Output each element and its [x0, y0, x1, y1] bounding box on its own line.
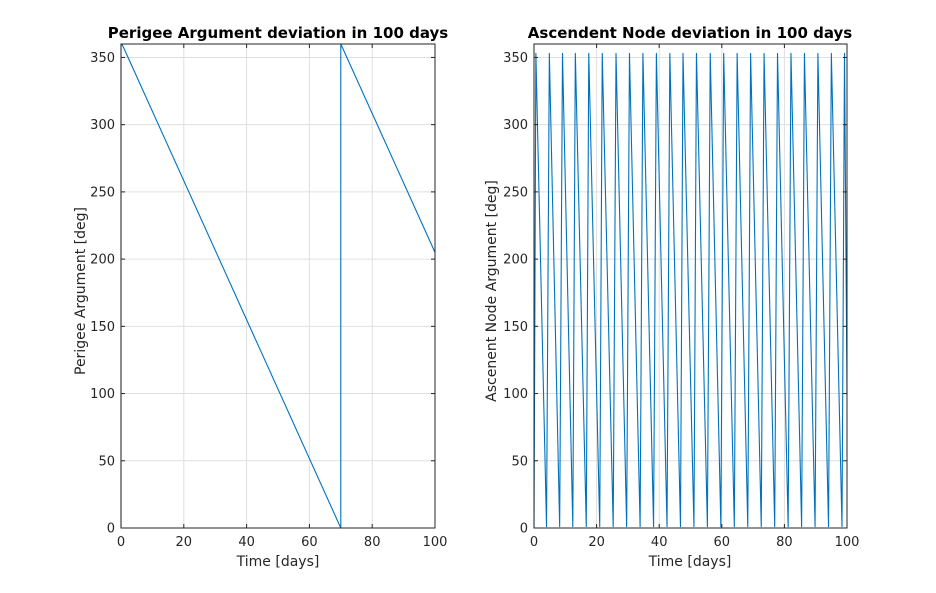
perigee-chart-ylabel: Perigee Argument [deg] — [73, 207, 89, 375]
ascendent-node-y-tick-label: 50 — [511, 454, 528, 469]
ascendent-node-x-tick-label: 40 — [651, 535, 668, 550]
ascendent-node-chart-panel: Ascendent Node deviation in 100 days Tim… — [484, 24, 859, 570]
perigee-y-tick-label: 250 — [90, 185, 115, 200]
ascendent-node-y-tick-label: 300 — [503, 118, 528, 133]
ascendent-node-x-tick-label: 100 — [835, 535, 860, 550]
ascendent-node-y-tick-label: 100 — [503, 387, 528, 402]
perigee-x-tick-label: 40 — [238, 535, 255, 550]
perigee-x-tick-label: 0 — [117, 535, 125, 550]
ascendent-node-plot-area: 0 20 40 60 80 100 0 50 100 150 200 250 300 350 — [503, 43, 860, 550]
perigee-y-tick-label: 100 — [90, 387, 115, 402]
perigee-y-tick-label: 50 — [98, 454, 115, 469]
ascendent-node-y-tick-label: 200 — [503, 253, 528, 268]
ascendent-node-x-tick-label: 60 — [714, 535, 731, 550]
ascendent-node-x-tick-label: 0 — [530, 535, 538, 550]
ascendent-node-chart-xlabel: Time [days] — [648, 554, 732, 570]
perigee-chart-title: Perigee Argument deviation in 100 days — [108, 24, 449, 42]
ascendent-node-y-tick-label: 250 — [503, 185, 528, 200]
perigee-axes-box — [120, 43, 436, 529]
perigee-x-tick-label: 80 — [364, 535, 381, 550]
ascendent-node-axes-box — [533, 43, 848, 529]
perigee-plot-area: 0 20 40 60 80 100 0 50 100 150 200 250 300 350 — [90, 43, 448, 550]
ascendent-node-x-tick-label: 80 — [776, 535, 793, 550]
perigee-y-tick-label: 150 — [90, 320, 115, 335]
perigee-chart-xlabel: Time [days] — [236, 554, 320, 570]
ascendent-node-y-tick-label: 150 — [503, 320, 528, 335]
ascendent-node-series-line — [533, 52, 848, 529]
ascendent-node-chart-title: Ascendent Node deviation in 100 days — [528, 24, 852, 42]
perigee-y-tick-label: 300 — [90, 118, 115, 133]
perigee-axes-background — [121, 44, 435, 528]
perigee-y-tick-label: 350 — [90, 51, 115, 66]
perigee-chart-panel: Perigee Argument deviation in 100 days T… — [73, 24, 448, 570]
ascendent-node-y-tick-label: 0 — [520, 522, 528, 537]
ascendent-node-chart-ylabel: Ascenent Node Argument [deg] — [484, 180, 500, 402]
perigee-x-tick-label: 20 — [176, 535, 193, 550]
perigee-y-tick-label: 0 — [107, 522, 115, 537]
ascendent-node-x-tick-label: 20 — [588, 535, 605, 550]
perigee-x-tick-label: 60 — [301, 535, 318, 550]
perigee-x-tick-label: 100 — [423, 535, 448, 550]
perigee-y-tick-label: 200 — [90, 253, 115, 268]
ascendent-node-y-tick-label: 350 — [503, 51, 528, 66]
